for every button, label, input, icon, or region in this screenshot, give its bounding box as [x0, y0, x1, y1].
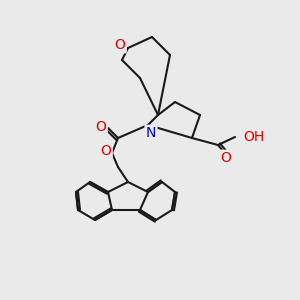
Text: O: O	[96, 120, 106, 134]
Text: O: O	[115, 38, 125, 52]
Text: O: O	[220, 151, 231, 165]
Text: O: O	[100, 144, 111, 158]
Text: OH: OH	[243, 130, 264, 144]
Text: N: N	[146, 126, 156, 140]
